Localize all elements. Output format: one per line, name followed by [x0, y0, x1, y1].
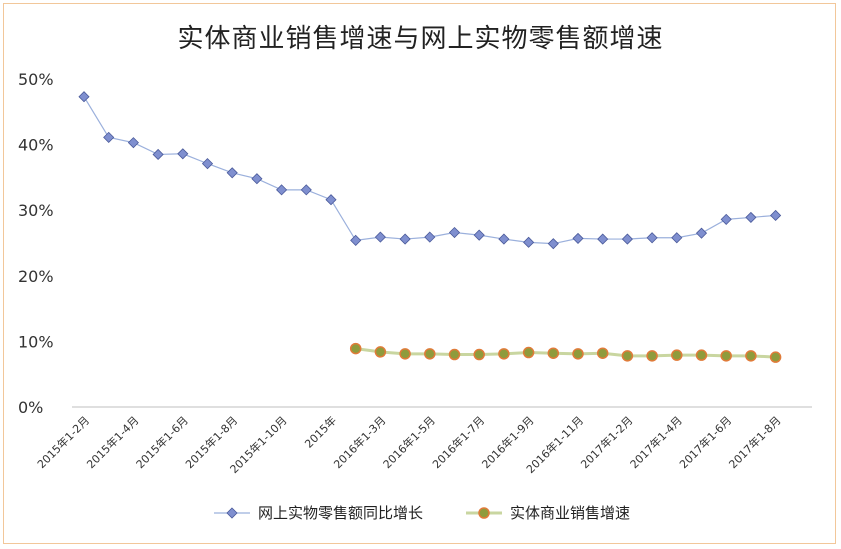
data-point-diamond — [770, 209, 782, 222]
data-point-diamond — [547, 238, 559, 250]
data-point-circle — [498, 348, 510, 360]
data-point-diamond — [424, 231, 436, 243]
data-point-diamond — [695, 227, 708, 239]
data-point-circle — [547, 347, 560, 359]
data-point-circle — [448, 348, 461, 361]
legend-marker-2 — [478, 507, 490, 519]
data-point-diamond — [671, 232, 683, 244]
y-tick-label: 20% — [18, 267, 54, 286]
data-point-diamond — [597, 233, 609, 245]
data-point-diamond — [646, 232, 658, 244]
y-tick-label: 10% — [18, 332, 54, 351]
data-point-diamond — [350, 234, 362, 246]
data-point-circle — [424, 348, 436, 360]
data-point-diamond — [103, 131, 115, 143]
data-point-circle — [572, 348, 584, 360]
legend-label-1: 网上实物零售额同比增长 — [258, 504, 423, 522]
data-point-circle — [646, 350, 658, 362]
data-point-circle — [695, 349, 708, 361]
legend-label-2: 实体商业销售增速 — [510, 504, 630, 522]
data-point-diamond — [498, 233, 510, 245]
data-point-circle — [399, 348, 411, 360]
data-point-diamond — [152, 148, 164, 161]
data-point-circle — [374, 346, 387, 358]
data-point-diamond — [720, 213, 732, 225]
data-point-diamond — [621, 233, 633, 245]
data-point-diamond — [300, 184, 312, 196]
series-line-2 — [355, 347, 776, 359]
data-point-circle — [720, 350, 732, 362]
chart-title: 实体商业销售增速与网上实物零售额增速 — [177, 24, 664, 54]
y-tick-label: 0% — [18, 398, 43, 417]
data-point-diamond — [201, 158, 214, 170]
data-point-diamond — [745, 211, 757, 223]
data-point-circle — [349, 342, 362, 355]
data-point-circle — [596, 347, 609, 359]
data-point-diamond — [251, 173, 263, 185]
y-tick-label: 40% — [18, 136, 54, 155]
legend-marker-1 — [226, 507, 238, 519]
y-tick-label: 30% — [18, 201, 54, 220]
data-point-circle — [671, 349, 683, 361]
y-tick-label: 50% — [18, 70, 54, 89]
data-point-circle — [745, 350, 757, 362]
data-point-diamond — [523, 236, 535, 248]
data-point-circle — [522, 346, 535, 359]
data-point-diamond — [325, 194, 337, 206]
data-point-circle — [473, 348, 485, 361]
data-point-diamond — [448, 226, 461, 239]
x-tick-label: 2017年1-8月 — [726, 413, 784, 471]
chart-frame — [3, 3, 836, 544]
data-point-circle — [769, 351, 782, 363]
data-point-diamond — [572, 232, 584, 244]
data-point-diamond — [127, 137, 139, 149]
data-point-diamond — [374, 231, 386, 243]
data-point-diamond — [226, 167, 238, 179]
data-point-diamond — [399, 233, 411, 245]
data-point-circle — [621, 350, 634, 362]
x-tick-label: 2015年 — [302, 413, 339, 450]
data-point-diamond — [78, 91, 90, 103]
series-line-1 — [83, 96, 776, 245]
data-point-diamond — [177, 148, 189, 160]
data-point-diamond — [276, 184, 288, 196]
data-point-diamond — [473, 229, 485, 241]
